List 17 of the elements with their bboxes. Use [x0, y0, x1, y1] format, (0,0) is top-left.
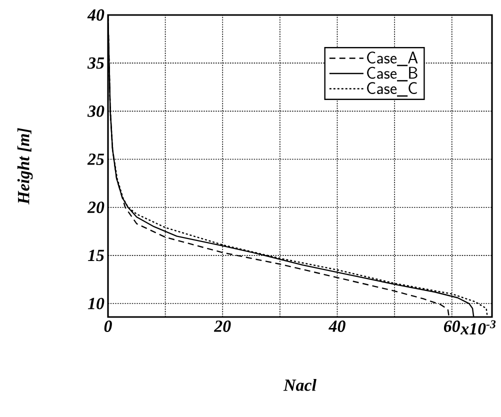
x-tick-label: 60 — [444, 320, 460, 332]
text: x10$^{-3}$ — [460, 320, 496, 335]
x-tick-label: 40 — [328, 320, 346, 332]
y-tick-label: 30 — [87, 105, 104, 117]
x-tick-label: 20 — [214, 320, 231, 332]
legend-label: Case_A — [367, 52, 418, 66]
y-tick-label: 40 — [87, 9, 104, 21]
y-tick-label: 15 — [88, 250, 104, 262]
y-tick-label: 35 — [87, 57, 104, 69]
legend-label: Case_C — [367, 82, 417, 97]
legend-label: Case_B — [367, 66, 418, 82]
x-axis-title: Nacl — [283, 378, 316, 391]
y-tick-label: 10 — [88, 298, 104, 310]
y-tick-label: 20 — [87, 202, 104, 214]
y-axis-title: Height [m] — [17, 128, 33, 204]
y-tick-label: 25 — [87, 154, 104, 165]
x-tick-label: 0 — [104, 320, 112, 332]
